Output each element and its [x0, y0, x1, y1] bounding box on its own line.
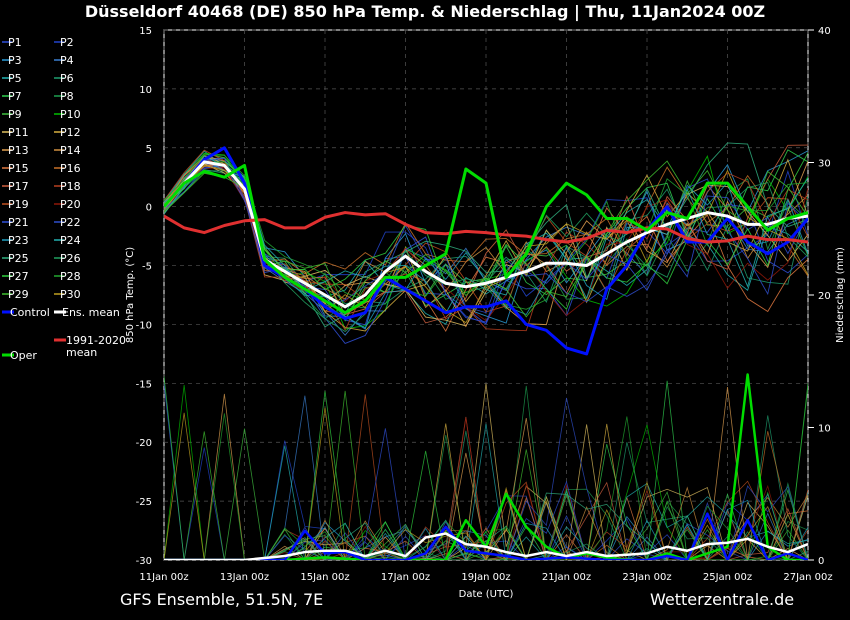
legend-label: P24 [60, 234, 81, 247]
y-tick-label: -20 [136, 438, 152, 449]
x-tick-label: 11Jan 00z [139, 572, 188, 583]
legend-label: P1 [8, 36, 22, 49]
model-caption: GFS Ensemble, 51.5N, 7E [120, 590, 324, 609]
legend-label: P26 [60, 252, 81, 265]
legend-label: Oper [10, 349, 37, 362]
y2-tick-label: 40 [818, 26, 831, 37]
legend-label: P13 [8, 144, 29, 157]
legend-label: P17 [8, 180, 29, 193]
member-precip-line [164, 407, 808, 560]
legend-label: P2 [60, 36, 74, 49]
legend-label: P22 [60, 216, 81, 229]
y2-tick-label: 30 [818, 159, 831, 170]
x-tick-label: 25Jan 00z [703, 572, 752, 583]
x-tick-label: 13Jan 00z [220, 572, 269, 583]
y-tick-label: 15 [139, 26, 152, 37]
oper-precipitation-line [164, 373, 808, 560]
y-tick-label: -15 [136, 379, 152, 390]
control-precipitation-line [164, 512, 808, 560]
x-axis-label: Date (UTC) [459, 589, 514, 600]
y2-tick-label: 20 [818, 291, 831, 302]
series-group [164, 142, 808, 560]
legend-label: P30 [60, 288, 81, 301]
ens-mean-precipitation-line [164, 532, 808, 560]
x-tick-label: 23Jan 00z [622, 572, 671, 583]
legend-label: P8 [60, 90, 74, 103]
site-caption: Wetterzentrale.de [650, 590, 795, 609]
y-tick-label: -30 [136, 556, 152, 567]
x-tick-label: 17Jan 00z [381, 572, 430, 583]
y2-tick-label: 10 [818, 424, 831, 435]
y-tick-label: -10 [136, 320, 152, 331]
legend-label: P16 [60, 162, 81, 175]
x-tick-label: 21Jan 00z [542, 572, 591, 583]
legend-label: 1991-2020 [66, 334, 126, 347]
member-precip-line [164, 397, 808, 560]
legend-label: mean [66, 346, 97, 359]
legend-label: P10 [60, 108, 81, 121]
legend-label: P25 [8, 252, 29, 265]
y-tick-label: -25 [136, 497, 152, 508]
y-tick-label: 5 [146, 144, 152, 155]
legend-label: Ens. mean [62, 306, 120, 319]
member-precip-line [164, 499, 808, 560]
legend-label: P23 [8, 234, 29, 247]
x-tick-label: 19Jan 00z [461, 572, 510, 583]
legend-label: P19 [8, 198, 29, 211]
member-precip-line [164, 386, 808, 560]
legend-label: P29 [8, 288, 29, 301]
y-axis-label: 850 hPa Temp. (°C) [125, 247, 136, 343]
legend-label: P3 [8, 54, 22, 67]
member-temp-line [164, 155, 808, 315]
legend-label: Control [10, 306, 50, 319]
member-temp-line [164, 150, 808, 330]
member-temp-line [164, 157, 808, 332]
member-temp-line [164, 164, 808, 345]
legend-label: P14 [60, 144, 81, 157]
y-tick-label: 0 [146, 203, 152, 214]
legend-label: P6 [60, 72, 74, 85]
member-precip-line [164, 482, 808, 560]
legend-label: P4 [60, 54, 74, 67]
legend-label: P20 [60, 198, 81, 211]
member-precip-line [164, 380, 808, 560]
legend-label: P7 [8, 90, 22, 103]
1991-2020-mean-line [164, 211, 808, 244]
y-tick-label: 10 [139, 85, 152, 96]
y2-axis-label: Niederschlag (mm) [835, 247, 846, 343]
legend-label: P5 [8, 72, 22, 85]
member-precip-line [164, 445, 808, 560]
oper-line [164, 163, 808, 315]
member-precip-line [164, 423, 808, 560]
x-tick-label: 15Jan 00z [300, 572, 349, 583]
member-temp-line [164, 166, 808, 325]
legend-label: P27 [8, 270, 29, 283]
legend-label: P12 [60, 126, 81, 139]
legend-label: P11 [8, 126, 29, 139]
member-precip-line [164, 431, 808, 560]
chart-title: Düsseldorf 40468 (DE) 850 hPa Temp. & Ni… [84, 2, 766, 21]
legend-label: P21 [8, 216, 29, 229]
legend-label: P18 [60, 180, 81, 193]
member-precip-line [164, 423, 808, 560]
x-tick-label: 27Jan 00z [783, 572, 832, 583]
member-precip-line [164, 384, 808, 560]
y-tick-label: -5 [142, 262, 152, 273]
legend-label: P15 [8, 162, 29, 175]
y2-tick-label: 0 [818, 556, 824, 567]
legend-label: P28 [60, 270, 81, 283]
legend-label: P9 [8, 108, 22, 121]
